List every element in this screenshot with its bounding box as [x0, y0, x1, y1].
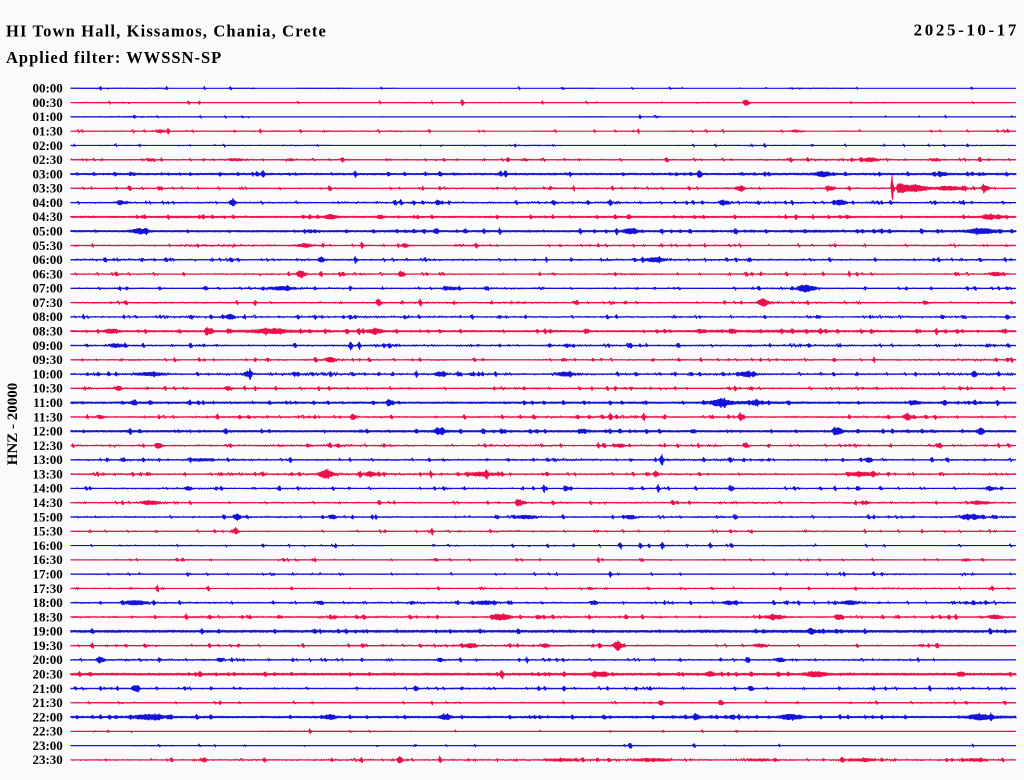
svg-text:22:30: 22:30	[32, 724, 62, 739]
svg-text:09:30: 09:30	[32, 352, 62, 367]
svg-text:01:30: 01:30	[32, 123, 62, 138]
svg-text:03:30: 03:30	[32, 181, 62, 196]
svg-text:08:00: 08:00	[32, 309, 62, 324]
svg-text:07:00: 07:00	[32, 281, 62, 296]
svg-text:19:00: 19:00	[32, 624, 62, 639]
svg-text:09:00: 09:00	[32, 338, 62, 353]
svg-text:05:00: 05:00	[32, 224, 62, 239]
svg-text:14:30: 14:30	[32, 495, 62, 510]
svg-text:17:00: 17:00	[32, 566, 62, 581]
svg-text:16:00: 16:00	[32, 538, 62, 553]
svg-text:19:30: 19:30	[32, 638, 62, 653]
svg-text:14:00: 14:00	[32, 481, 62, 496]
svg-text:16:30: 16:30	[32, 552, 62, 567]
svg-text:11:30: 11:30	[33, 409, 63, 424]
svg-text:04:30: 04:30	[32, 209, 62, 224]
svg-text:01:00: 01:00	[32, 109, 62, 124]
svg-text:00:30: 00:30	[32, 95, 62, 110]
svg-text:11:00: 11:00	[33, 395, 63, 410]
svg-text:23:30: 23:30	[32, 752, 62, 767]
svg-text:10:30: 10:30	[32, 381, 62, 396]
svg-text:00:00: 00:00	[32, 81, 62, 96]
svg-text:21:30: 21:30	[32, 695, 62, 710]
svg-text:02:30: 02:30	[32, 152, 62, 167]
svg-text:18:00: 18:00	[32, 595, 62, 610]
svg-text:13:00: 13:00	[32, 452, 62, 467]
svg-text:07:30: 07:30	[32, 295, 62, 310]
svg-text:04:00: 04:00	[32, 195, 62, 210]
svg-text:13:30: 13:30	[32, 466, 62, 481]
svg-text:23:00: 23:00	[32, 738, 62, 753]
svg-text:20:30: 20:30	[32, 666, 62, 681]
svg-text:20:00: 20:00	[32, 652, 62, 667]
svg-text:HI Town Hall, Kissamos, Chania: HI Town Hall, Kissamos, Chania, Crete	[6, 21, 327, 40]
svg-text:12:30: 12:30	[32, 438, 62, 453]
svg-text:22:00: 22:00	[32, 709, 62, 724]
svg-text:03:00: 03:00	[32, 166, 62, 181]
svg-text:18:30: 18:30	[32, 609, 62, 624]
svg-text:02:00: 02:00	[32, 138, 62, 153]
svg-text:HNZ - 20000: HNZ - 20000	[5, 383, 21, 466]
svg-text:15:30: 15:30	[32, 524, 62, 539]
svg-text:2025-10-17: 2025-10-17	[914, 21, 1019, 40]
svg-text:05:30: 05:30	[32, 238, 62, 253]
svg-text:12:00: 12:00	[32, 424, 62, 439]
svg-text:15:00: 15:00	[32, 509, 62, 524]
svg-text:06:30: 06:30	[32, 266, 62, 281]
svg-text:08:30: 08:30	[32, 324, 62, 339]
svg-text:21:00: 21:00	[32, 681, 62, 696]
svg-text:10:00: 10:00	[32, 366, 62, 381]
svg-text:06:00: 06:00	[32, 252, 62, 267]
svg-text:17:30: 17:30	[32, 581, 62, 596]
svg-text:Applied filter: WWSSN-SP: Applied filter: WWSSN-SP	[6, 48, 222, 67]
